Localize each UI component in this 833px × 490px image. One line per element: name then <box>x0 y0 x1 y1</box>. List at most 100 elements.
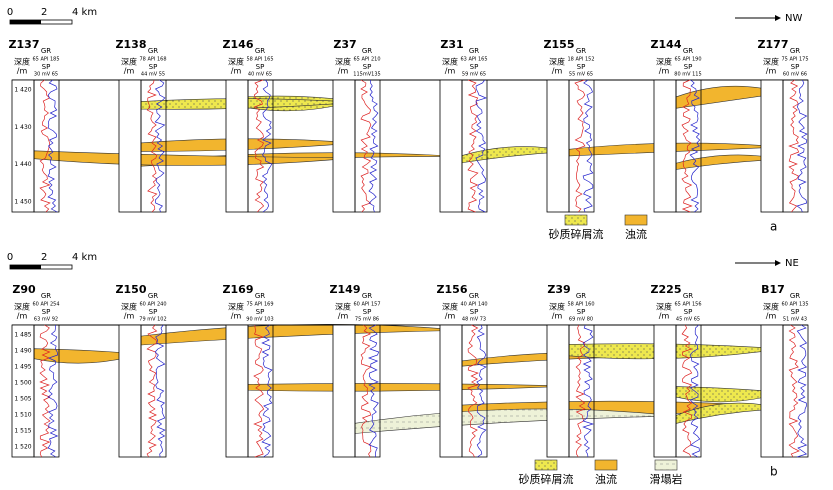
well-name: Z225 <box>651 283 682 296</box>
log-curve <box>39 324 51 458</box>
depth-column <box>653 324 677 458</box>
depth-label: 深度 <box>656 302 672 312</box>
well-name: Z137 <box>9 38 40 51</box>
sp-label: SP <box>577 63 586 71</box>
depth-label: 深度 <box>228 302 244 312</box>
sp-range: 44 mV 55 <box>141 72 165 78</box>
sp-label: SP <box>42 63 51 71</box>
legend-swatch <box>564 214 588 226</box>
log-track <box>782 324 809 458</box>
sp-range: 60 mV 66 <box>783 72 807 78</box>
legend-swatch <box>594 459 618 471</box>
depth-tick: 1 505 <box>14 396 31 403</box>
scale-label: 2 <box>41 252 47 263</box>
gr-label: GR <box>255 292 265 300</box>
sp-label: SP <box>577 308 586 316</box>
gr-label: GR <box>576 47 586 55</box>
depth-unit: /m <box>17 312 28 321</box>
depth-unit: /m <box>124 67 135 76</box>
well-name: Z31 <box>440 38 463 51</box>
scale-label: 2 <box>41 7 47 18</box>
sand-body <box>247 383 570 392</box>
well-name: Z90 <box>12 283 36 296</box>
log-curve <box>476 324 487 458</box>
sp-range: 75 mV 86 <box>355 317 379 323</box>
log-curve <box>796 324 808 458</box>
log-curve <box>253 324 265 458</box>
depth-tick: 1 485 <box>14 332 31 339</box>
scale-label: 4 km <box>72 7 97 18</box>
depth-label: 深度 <box>121 302 137 312</box>
sp-label: SP <box>363 308 372 316</box>
log-curve <box>261 79 273 213</box>
legend-swatch <box>654 459 678 471</box>
log-track <box>354 79 381 213</box>
sp-range: 69 mV 80 <box>569 317 593 323</box>
depth-unit: /m <box>766 312 777 321</box>
depth-column <box>439 324 463 458</box>
sp-range: 80 mV 115 <box>674 72 701 78</box>
well-name: Z39 <box>547 283 570 296</box>
depth-column <box>225 79 249 213</box>
scale-label: 0 <box>7 252 13 263</box>
well-name: B17 <box>761 283 785 296</box>
depth-unit: /m <box>659 67 670 76</box>
log-curve <box>39 79 51 213</box>
sp-range: 30 mV 65 <box>34 72 58 78</box>
depth-column <box>332 324 356 458</box>
depth-label: 深度 <box>14 302 30 312</box>
log-curve <box>574 79 586 213</box>
depth-unit: /m <box>231 67 242 76</box>
log-curve <box>360 324 372 458</box>
depth-tick: 1 520 <box>14 444 31 451</box>
sp-label: SP <box>470 63 479 71</box>
sp-range: 45 mV 65 <box>676 317 700 323</box>
sp-label: SP <box>684 63 693 71</box>
legend-label: 滑塌岩 <box>650 472 683 486</box>
sand-body <box>354 408 677 434</box>
legend-label: 浊流 <box>595 472 617 486</box>
depth-label: 深度 <box>335 302 351 312</box>
depth-label: 深度 <box>228 57 244 67</box>
log-track <box>33 324 60 458</box>
depth-label: 深度 <box>442 302 458 312</box>
depth-unit: /m <box>231 312 242 321</box>
depth-unit: /m <box>552 312 563 321</box>
log-curve <box>261 324 273 458</box>
depth-tick: 1 515 <box>14 428 31 435</box>
depth-label: 深度 <box>549 57 565 67</box>
log-curve <box>475 79 488 213</box>
depth-tick: 1 490 <box>14 348 31 355</box>
depth-column <box>11 79 35 213</box>
gr-range: 75 API 169 <box>247 302 274 308</box>
sp-range: 115mV135 <box>353 72 380 78</box>
log-track <box>140 79 167 213</box>
gr-range: 60 API 254 <box>33 302 60 308</box>
depth-unit: /m <box>338 312 349 321</box>
log-curve <box>47 79 58 213</box>
legend-label: 砂质碎屑流 <box>519 472 574 486</box>
depth-tick: 1 430 <box>14 124 31 131</box>
depth-tick: 1 420 <box>14 87 31 94</box>
log-curve <box>689 79 701 213</box>
gr-range: 58 API 160 <box>568 302 595 308</box>
sp-label: SP <box>149 63 158 71</box>
arrow-head <box>775 260 781 266</box>
depth-unit: /m <box>552 67 563 76</box>
panel-tag: b <box>770 465 778 479</box>
well-name: Z155 <box>544 38 575 51</box>
depth-column <box>11 324 35 458</box>
gr-label: GR <box>683 292 693 300</box>
well-name: Z177 <box>758 38 789 51</box>
log-track <box>247 79 274 213</box>
sp-range: 90 mV 103 <box>246 317 273 323</box>
log-track <box>461 79 488 213</box>
depth-column <box>118 79 142 213</box>
log-curve <box>47 324 59 458</box>
scale-bar-fill <box>10 265 41 269</box>
gr-label: GR <box>41 292 51 300</box>
depth-tick: 1 500 <box>14 380 31 387</box>
gr-label: GR <box>362 47 372 55</box>
